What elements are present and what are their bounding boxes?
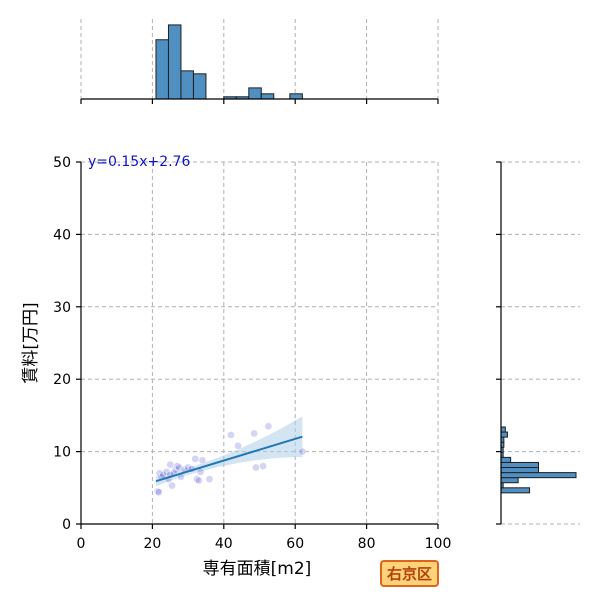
- marginal-y-bar: [500, 467, 539, 474]
- data-point: [198, 456, 207, 465]
- marginal-x-bar: [260, 93, 275, 100]
- marginal-y-bar: [500, 456, 512, 463]
- y-tick-label: 50: [53, 155, 71, 171]
- y-tick-label: 20: [53, 372, 71, 388]
- marginal-y-bar: [500, 472, 577, 479]
- data-point: [168, 481, 176, 490]
- marginal-y-histogram: [496, 161, 580, 525]
- marginal-x-histogram: [80, 19, 439, 104]
- x-tick-label: 100: [425, 536, 452, 552]
- marginal-x-bar: [180, 70, 194, 100]
- x-axis-label: 専有面積[m2]: [203, 559, 312, 579]
- data-point: [191, 454, 200, 463]
- data-point: [205, 475, 214, 483]
- data-point: [250, 429, 258, 438]
- marginal-x-bar: [248, 87, 262, 100]
- data-point: [234, 441, 242, 450]
- data-point: [264, 422, 273, 431]
- y-tick-label: 30: [53, 300, 71, 316]
- data-point: [259, 462, 267, 470]
- axes: 0 20 40 60 80 100 0 10 20 30 40 50: [53, 155, 451, 552]
- data-point: [194, 476, 203, 485]
- data-point: [298, 447, 307, 456]
- y-tick-label: 0: [62, 517, 71, 533]
- x-tick-label: 40: [215, 536, 233, 552]
- y-axis-label: 賃料[万円]: [21, 302, 41, 383]
- confidence-band: [156, 416, 303, 487]
- x-tick-label: 60: [286, 536, 304, 552]
- marginal-x-bar: [167, 24, 182, 100]
- x-tick-label: 20: [143, 536, 161, 552]
- data-point: [252, 463, 260, 472]
- x-tick-label: 80: [358, 536, 376, 552]
- grid: [80, 161, 439, 525]
- scatter-points: [153, 422, 307, 496]
- marginal-y-bar: [500, 426, 506, 433]
- marginal-y-bar: [500, 461, 539, 469]
- regression-line: [155, 435, 303, 483]
- marginal-y-bar: [500, 487, 531, 494]
- y-tick-label: 10: [53, 445, 71, 461]
- marginal-x-bar: [192, 73, 207, 100]
- regression-equation: y=0.15x+2.76: [88, 154, 190, 170]
- data-point: [154, 488, 163, 496]
- marginal-x-bar: [155, 39, 169, 100]
- marginal-y-bar: [500, 477, 519, 484]
- x-tick-label: 0: [77, 536, 86, 552]
- data-point: [227, 431, 235, 439]
- marginal-y-bar: [500, 431, 508, 438]
- y-tick-label: 40: [53, 227, 71, 243]
- ward-badge: 右京区: [380, 560, 440, 587]
- marginal-x-bar: [289, 93, 303, 100]
- scatter-plot-area: 0 20 40 60 80 100 0 10 20 30 40 50 y=0.15x+2.76: [53, 154, 451, 552]
